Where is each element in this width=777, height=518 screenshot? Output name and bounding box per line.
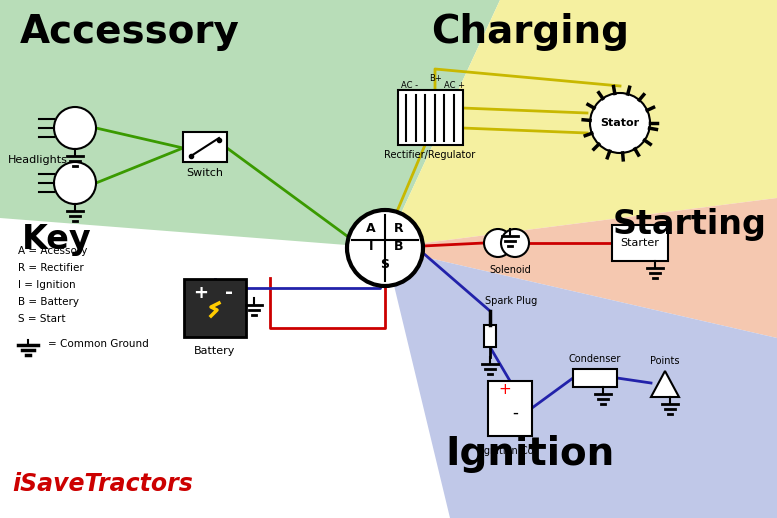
Text: B: B <box>394 239 404 252</box>
Circle shape <box>590 93 650 153</box>
Text: Starter: Starter <box>621 238 660 248</box>
Text: AC -: AC - <box>402 81 419 90</box>
Circle shape <box>501 229 529 257</box>
Text: Spark Plug: Spark Plug <box>485 296 537 306</box>
Polygon shape <box>651 371 679 397</box>
Text: Stator: Stator <box>601 118 639 128</box>
Bar <box>183 132 227 162</box>
Bar <box>573 369 617 387</box>
Text: Points: Points <box>650 356 680 366</box>
Text: -: - <box>512 404 518 422</box>
Text: Starting: Starting <box>613 208 767 241</box>
Text: A: A <box>366 222 376 235</box>
Bar <box>184 279 246 337</box>
Text: Accessory: Accessory <box>20 13 240 51</box>
Polygon shape <box>385 0 777 248</box>
Text: Ignition: Ignition <box>445 435 615 473</box>
Circle shape <box>347 210 423 286</box>
Text: +: + <box>193 284 208 302</box>
Polygon shape <box>385 248 777 518</box>
Bar <box>612 225 668 261</box>
Text: Ignition Coil: Ignition Coil <box>481 446 539 456</box>
Text: +: + <box>499 382 511 397</box>
Text: -: - <box>225 283 233 303</box>
Text: AC +: AC + <box>444 81 465 90</box>
Circle shape <box>54 107 96 149</box>
Text: R: R <box>394 222 404 235</box>
Text: S = Start: S = Start <box>18 314 65 324</box>
Text: Switch: Switch <box>186 168 224 178</box>
Circle shape <box>484 229 512 257</box>
Text: = Common Ground: = Common Ground <box>48 339 148 349</box>
Text: B+: B+ <box>429 74 441 83</box>
Bar <box>484 325 496 347</box>
Text: I = Ignition: I = Ignition <box>18 280 75 290</box>
Bar <box>398 90 463 145</box>
Text: Key: Key <box>22 223 92 256</box>
Text: I: I <box>369 239 373 252</box>
Text: B = Battery: B = Battery <box>18 297 79 307</box>
Text: R = Rectifier: R = Rectifier <box>18 263 84 273</box>
Text: iSaveTractors: iSaveTractors <box>12 472 193 496</box>
Text: A = Acessory: A = Acessory <box>18 246 87 256</box>
Polygon shape <box>0 0 500 248</box>
Text: Battery: Battery <box>194 346 235 356</box>
Bar <box>488 381 532 436</box>
Text: Solenoid: Solenoid <box>490 265 531 275</box>
Text: Headlights: Headlights <box>8 155 68 165</box>
Polygon shape <box>385 198 777 338</box>
Text: Condenser: Condenser <box>569 354 621 364</box>
Text: S: S <box>381 257 389 270</box>
Text: Rectifier/Regulator: Rectifier/Regulator <box>385 150 476 160</box>
Circle shape <box>54 162 96 204</box>
Text: Charging: Charging <box>431 13 629 51</box>
